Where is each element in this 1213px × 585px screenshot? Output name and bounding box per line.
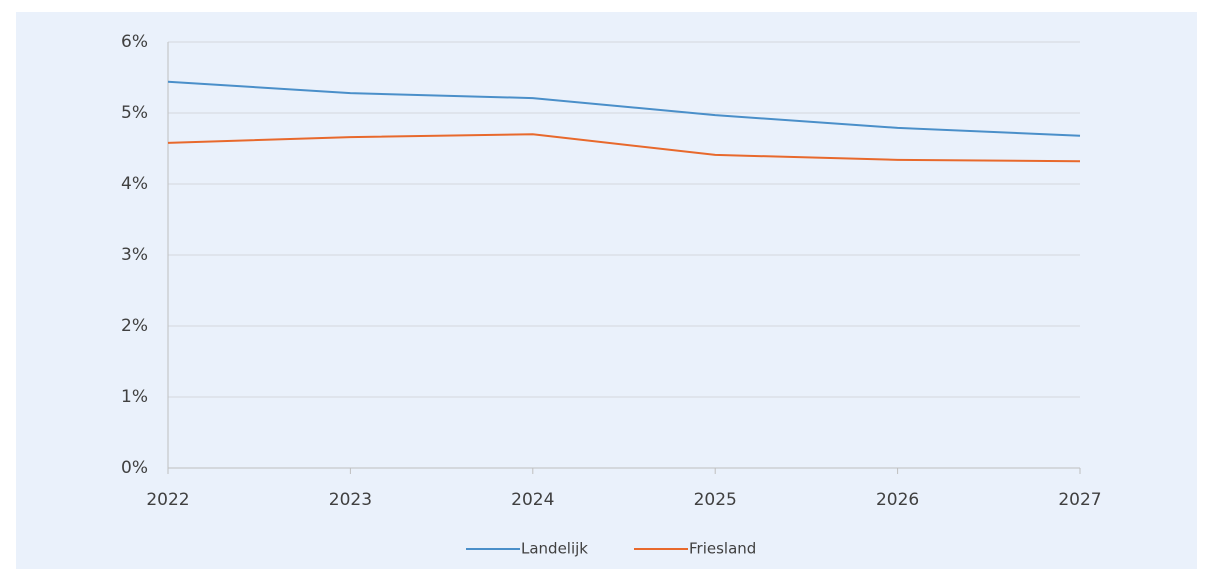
y-tick-label: 6% <box>121 32 148 52</box>
x-tick-label: 2025 <box>694 490 737 510</box>
y-tick-label: 2% <box>121 316 148 336</box>
x-tick-label: 2026 <box>876 490 919 510</box>
line-series <box>167 80 1081 137</box>
y-tick-label: 1% <box>121 387 148 407</box>
x-tick-label: 2027 <box>1058 490 1101 510</box>
x-tick-label: 2024 <box>511 490 554 510</box>
y-tick-label: 3% <box>121 245 148 265</box>
chart-background <box>16 12 1197 569</box>
legend-label: Landelijk <box>521 540 588 558</box>
x-tick-label: 2023 <box>329 490 372 510</box>
x-tick-label: 2022 <box>146 490 189 510</box>
y-tick-label: 5% <box>121 103 148 123</box>
line-series <box>167 133 1081 163</box>
legend-label: Friesland <box>689 540 756 558</box>
y-tick-label: 4% <box>121 174 148 194</box>
y-tick-label: 0% <box>121 458 148 478</box>
